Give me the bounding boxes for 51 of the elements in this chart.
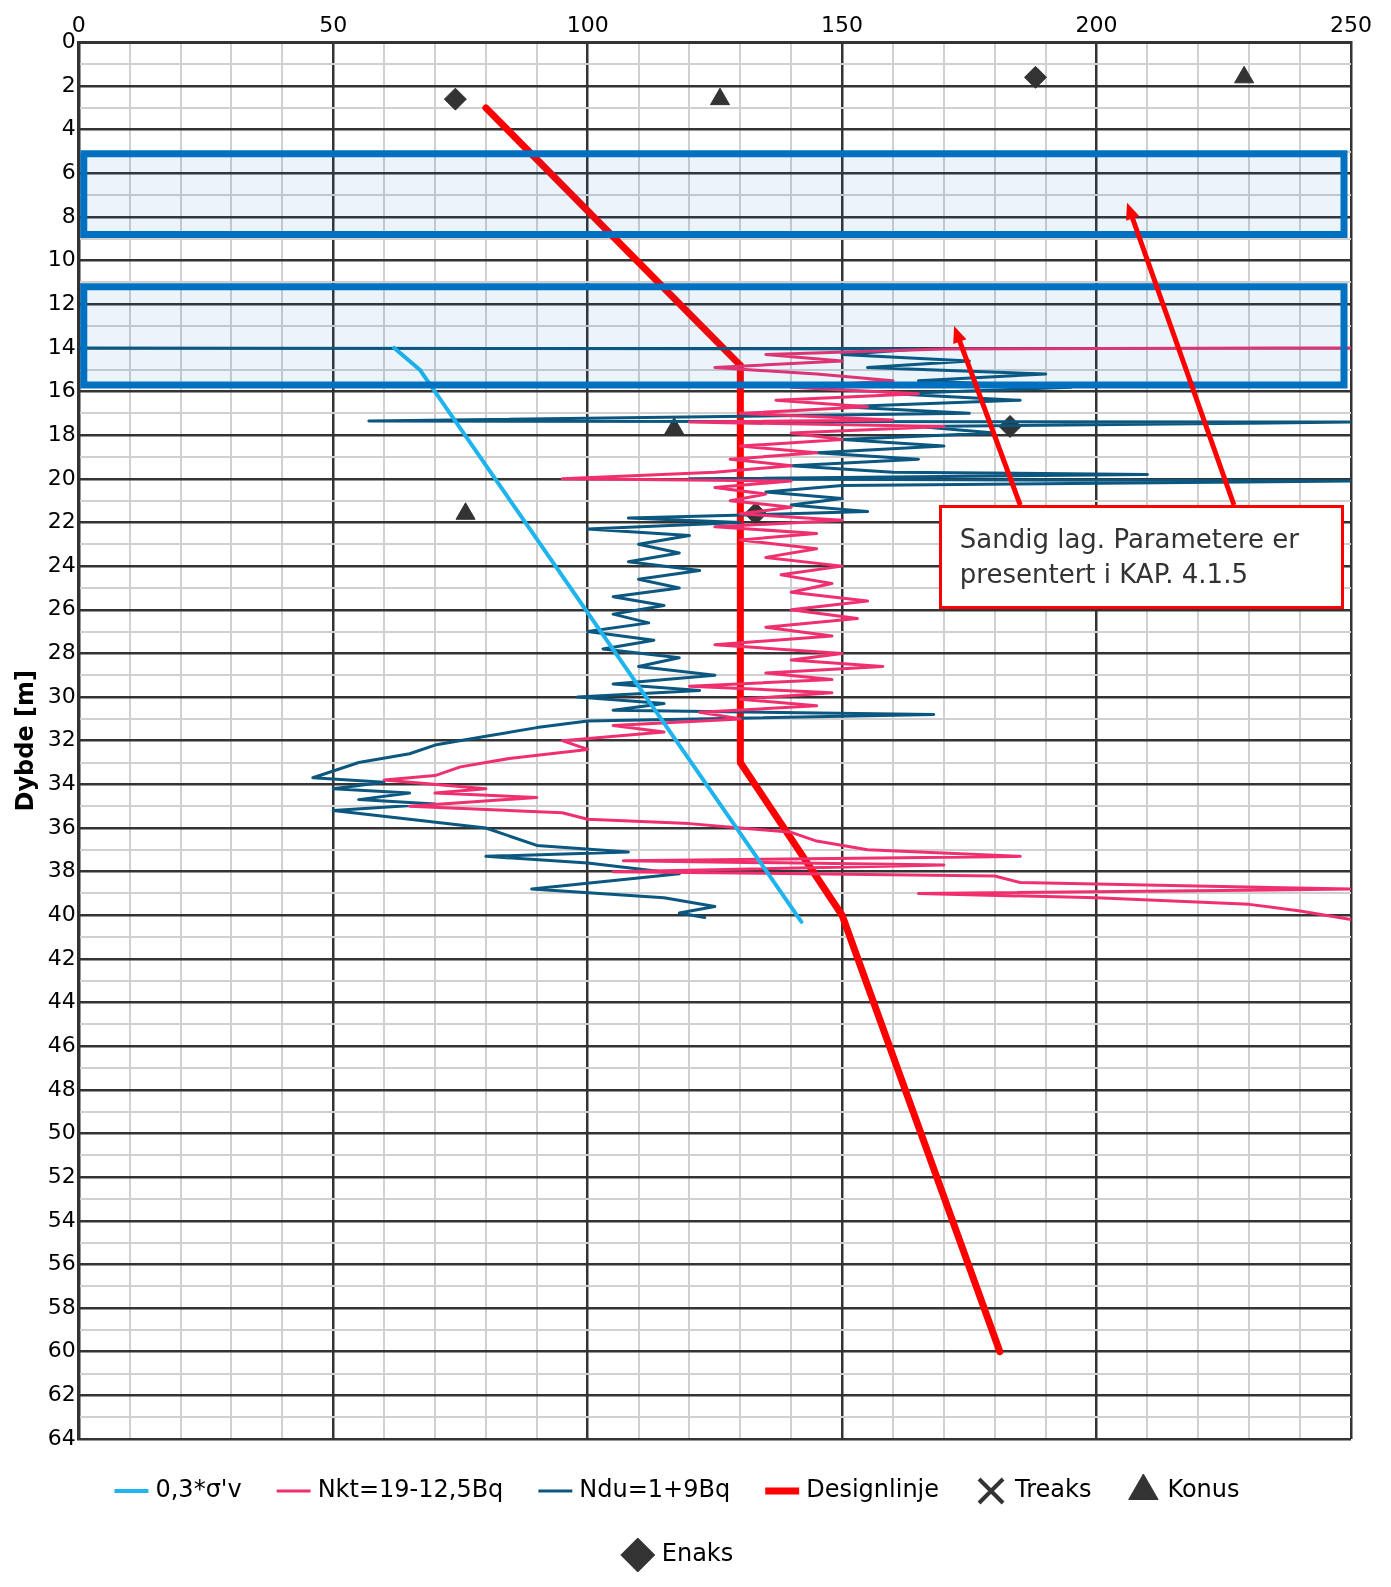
y-tick-label: 46 [47,1031,76,1057]
y-tick-label: 32 [47,726,76,752]
y-tick-label: 26 [47,595,76,621]
legend-label: 0,3*σ'v [155,1475,242,1504]
y-tick-label: 14 [47,333,76,359]
x-tick-label: 100 [566,11,609,37]
y-axis-title: Dybde [m] [10,669,39,812]
y-tick-label: 64 [47,1424,76,1450]
legend-label: Nkt=19-12,5Bq [317,1475,504,1504]
legend-label: Konus [1167,1475,1240,1504]
y-tick-label: 56 [47,1250,76,1276]
x-tick-label: 50 [319,11,348,37]
y-tick-label: 16 [47,377,76,403]
point [1023,65,1047,89]
legend-label: Ndu=1+9Bq [579,1475,731,1504]
legend-label: Enaks [661,1539,734,1568]
y-tick-label: 48 [47,1075,76,1101]
y-tick-label: 54 [47,1206,76,1232]
y-tick-label: 60 [47,1337,76,1363]
y-tick-label: 6 [61,159,76,185]
y-tick-label: 10 [47,246,76,272]
y-tick-label: 30 [47,682,76,708]
legend-label: Treaks [1014,1475,1092,1504]
point [455,502,476,520]
y-tick-label: 4 [61,115,76,141]
y-tick-label: 28 [47,639,76,665]
y-tick-label: 52 [47,1162,76,1188]
x-tick-label: 200 [1075,11,1118,37]
point [1234,65,1255,84]
y-tick-label: 22 [47,508,76,534]
y-tick-label: 12 [47,289,76,315]
y-tick-label: 38 [47,857,76,883]
y-tick-label: 2 [61,71,76,97]
y-tick-label: 34 [47,770,76,796]
y-tick-label: 24 [47,551,76,577]
legend-label: Designlinje [806,1475,940,1504]
y-tick-label: 36 [47,813,76,839]
y-tick-label: 40 [47,900,76,926]
y-tick-label: 8 [61,202,76,228]
y-tick-label: 58 [47,1293,76,1319]
y-tick-label: 50 [47,1119,76,1145]
y-tick-label: 18 [47,420,76,446]
point [443,87,467,111]
point [709,87,731,106]
y-tick-label: 62 [47,1381,76,1407]
y-tick-label: 20 [47,464,76,490]
y-tick-label: 44 [47,988,76,1014]
x-tick-label: 150 [821,11,864,37]
annotation: Sandig lag. Parametere er presentert i KAP. 4.1.5 [938,505,1344,610]
x-tick-label: 250 [1330,11,1372,37]
y-tick-label: 42 [47,944,76,970]
